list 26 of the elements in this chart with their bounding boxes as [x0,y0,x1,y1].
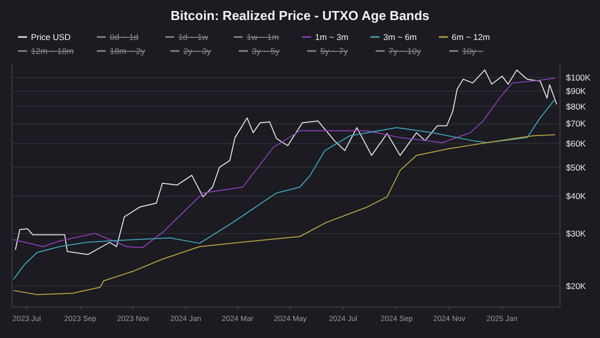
legend-label: 10y ~ [462,46,484,56]
line-series [13,98,556,280]
legend-label: 1w ~ 1m [246,32,279,42]
legend-label: 18m ~ 2y [110,46,146,56]
line-series [13,134,556,296]
legend-label: 2y ~ 3y [183,46,212,56]
y-tick-label: $20K [566,280,586,291]
y-tick-label: $90K [566,86,586,96]
legend-label: 1m ~ 3m [315,32,348,42]
y-tick-label: $50K [566,162,586,172]
legend-label: 5y ~ 7y [320,46,349,56]
legend-label: 7y ~ 10y [388,46,422,56]
legend-label: 1d ~ 1w [178,32,210,42]
y-tick-label: $60K [566,138,586,149]
legend-label: 12m ~ 18m [31,46,74,56]
legend-label: 3y ~ 5y [252,46,280,56]
y-tick-label: $30K [566,228,586,238]
y-tick-label: $70K [566,118,586,129]
chart-title: Bitcoin: Realized Price - UTXO Age Bands [170,8,430,23]
legend-label: 3m ~ 6m [383,32,417,42]
y-tick-label: $80K [566,101,586,112]
y-tick-label: $40K [566,191,586,202]
y-tick-label: $100K [566,72,591,83]
legend-label: 6m ~ 12m [452,32,490,42]
legend-label: 0d ~ 1d [110,32,139,42]
legend-label: Price USD [31,32,71,42]
